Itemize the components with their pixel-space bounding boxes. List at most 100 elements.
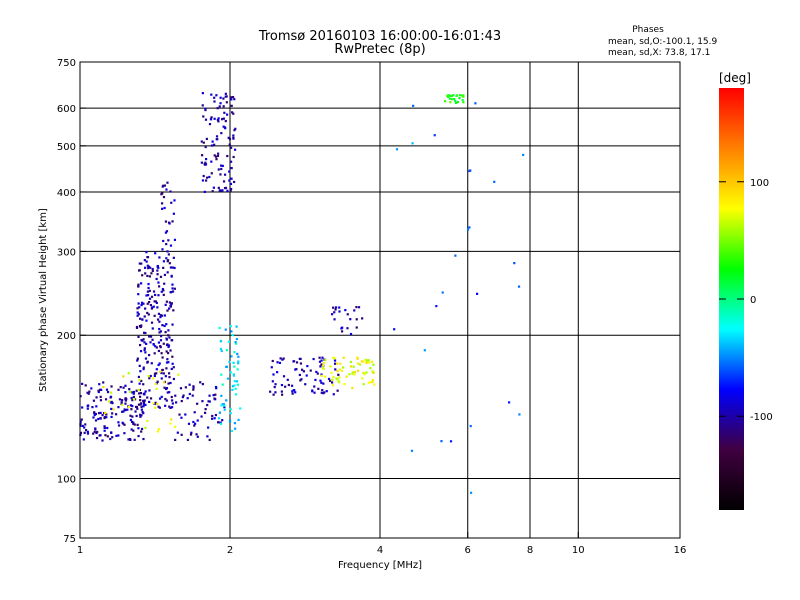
data-point xyxy=(154,345,157,348)
data-point xyxy=(94,419,98,422)
data-point xyxy=(129,414,132,417)
data-point xyxy=(282,375,286,378)
data-point xyxy=(169,244,173,247)
data-point xyxy=(106,435,109,438)
data-point xyxy=(218,105,221,108)
data-point xyxy=(207,400,210,403)
data-point xyxy=(160,395,163,398)
data-point xyxy=(235,325,238,328)
data-point xyxy=(138,379,141,382)
data-point xyxy=(138,262,141,265)
data-point xyxy=(393,328,396,331)
data-point xyxy=(200,415,203,418)
data-point xyxy=(151,338,154,341)
data-point xyxy=(214,155,218,158)
data-point xyxy=(138,382,141,385)
data-point xyxy=(233,380,237,383)
data-point xyxy=(213,397,216,400)
data-point xyxy=(95,396,98,399)
data-point xyxy=(142,366,145,369)
data-point xyxy=(214,393,217,396)
data-point xyxy=(205,137,208,141)
data-point xyxy=(192,386,195,389)
data-point xyxy=(117,421,120,424)
data-point xyxy=(368,361,371,364)
data-point xyxy=(132,395,135,399)
data-point xyxy=(95,431,98,435)
data-point xyxy=(299,362,303,365)
data-point xyxy=(454,99,457,103)
data-point xyxy=(217,421,220,424)
data-point xyxy=(169,349,172,352)
data-point xyxy=(163,386,166,389)
data-point xyxy=(163,184,167,187)
data-point xyxy=(165,350,168,353)
data-point xyxy=(219,340,223,343)
data-point xyxy=(349,365,353,368)
data-point xyxy=(188,383,191,386)
data-point xyxy=(140,303,143,307)
data-point xyxy=(146,360,149,363)
data-point xyxy=(192,420,195,424)
data-point xyxy=(204,161,207,164)
data-point xyxy=(346,313,349,316)
data-point xyxy=(225,349,229,352)
data-point xyxy=(144,357,148,360)
data-point xyxy=(164,331,167,334)
data-point xyxy=(219,347,223,351)
x-tick-label: 10 xyxy=(572,545,585,556)
data-point xyxy=(207,426,210,429)
data-point xyxy=(166,271,169,274)
data-point xyxy=(304,383,307,386)
data-point xyxy=(130,396,133,400)
data-point xyxy=(219,96,222,99)
data-point xyxy=(166,250,169,253)
data-point xyxy=(159,345,162,348)
data-point xyxy=(322,361,326,365)
data-point xyxy=(162,184,165,187)
data-point xyxy=(216,154,220,158)
data-point xyxy=(201,400,204,403)
data-point xyxy=(160,352,163,355)
data-point xyxy=(208,175,211,179)
data-point xyxy=(171,323,174,326)
data-point xyxy=(371,360,374,363)
data-point xyxy=(202,174,205,178)
data-point xyxy=(157,405,160,408)
data-point xyxy=(192,385,195,388)
data-point xyxy=(119,385,122,389)
data-point xyxy=(276,361,279,364)
data-point xyxy=(219,422,223,425)
data-point xyxy=(94,428,97,431)
data-point xyxy=(133,398,136,401)
data-point xyxy=(165,399,168,402)
data-point xyxy=(219,173,222,176)
data-point xyxy=(165,361,169,364)
data-point xyxy=(230,429,234,433)
data-point xyxy=(140,301,144,304)
data-point xyxy=(214,385,218,389)
data-point xyxy=(171,290,175,293)
data-point xyxy=(80,418,83,421)
data-point xyxy=(222,125,225,128)
data-point xyxy=(226,377,230,380)
data-point xyxy=(154,382,157,386)
data-point xyxy=(476,292,479,295)
data-point xyxy=(320,373,323,376)
data-point xyxy=(104,434,107,437)
data-point xyxy=(157,341,161,344)
data-point xyxy=(229,96,233,99)
data-point xyxy=(201,92,204,95)
data-point xyxy=(217,417,221,420)
data-point xyxy=(229,408,232,411)
data-point xyxy=(109,395,113,398)
data-point xyxy=(452,94,455,97)
data-point xyxy=(218,411,222,414)
data-point xyxy=(217,117,220,120)
data-point xyxy=(108,400,111,403)
data-point xyxy=(157,312,161,315)
data-point xyxy=(139,415,142,418)
data-point xyxy=(127,372,130,375)
data-point xyxy=(280,383,284,387)
